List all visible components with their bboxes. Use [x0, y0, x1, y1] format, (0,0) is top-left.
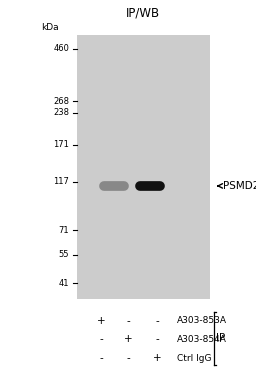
Text: 460: 460 — [53, 45, 69, 53]
Text: -: - — [99, 353, 103, 363]
Text: -: - — [126, 316, 130, 326]
Text: IP/WB: IP/WB — [126, 6, 161, 20]
Text: 71: 71 — [58, 226, 69, 234]
Text: 171: 171 — [53, 140, 69, 150]
Text: 41: 41 — [59, 279, 69, 288]
Text: +: + — [97, 316, 105, 326]
Text: 55: 55 — [59, 250, 69, 259]
Text: A303-853A: A303-853A — [177, 316, 227, 325]
Text: 117: 117 — [53, 177, 69, 186]
Text: -: - — [156, 316, 159, 326]
Text: -: - — [99, 335, 103, 344]
Text: 238: 238 — [53, 108, 69, 117]
Text: -: - — [126, 353, 130, 363]
Text: +: + — [124, 335, 132, 344]
Text: +: + — [153, 353, 162, 363]
Text: Ctrl IgG: Ctrl IgG — [177, 354, 211, 362]
Text: IP: IP — [216, 333, 226, 343]
Text: -: - — [156, 335, 159, 344]
Text: 268: 268 — [53, 97, 69, 106]
Text: PSMD2: PSMD2 — [223, 181, 256, 191]
Text: kDa: kDa — [41, 23, 59, 32]
Text: A303-854A: A303-854A — [177, 335, 227, 344]
